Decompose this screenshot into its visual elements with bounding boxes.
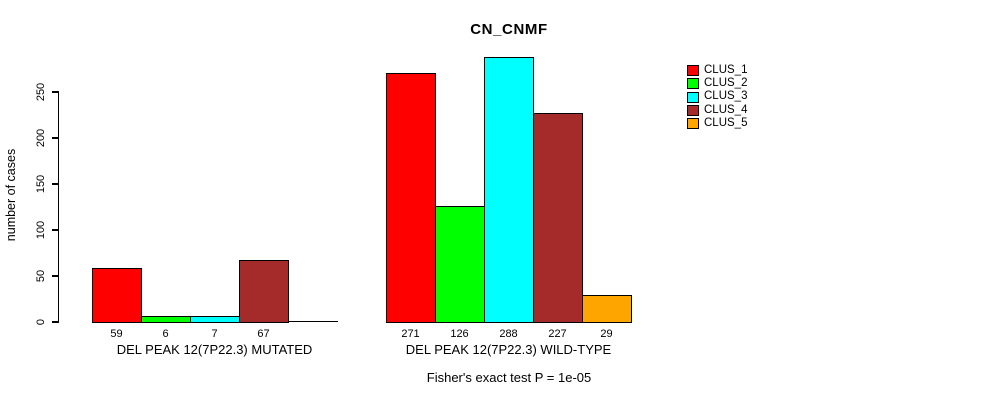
- bar-clus-1-group-1: [92, 267, 142, 323]
- legend: CLUS_1 CLUS_2 CLUS_3 CLUS_4 CLUS_5: [687, 64, 747, 130]
- legend-item: CLUS_2: [687, 77, 747, 90]
- legend-swatch-clus-5: [687, 118, 699, 130]
- x-axis-group-label: DEL PEAK 12(7P22.3) MUTATED: [116, 342, 313, 357]
- chart-title: CN_CNMF: [470, 21, 548, 38]
- y-axis-tick: [52, 229, 59, 231]
- legend-item: CLUS_4: [687, 104, 747, 117]
- bar-value-label: 6: [162, 328, 169, 340]
- y-axis-tick-label: 50: [35, 269, 47, 283]
- y-axis-tick: [52, 137, 59, 139]
- y-axis-line: [58, 91, 60, 323]
- bar-value-label: 271: [401, 328, 420, 340]
- y-axis-tick-label: 250: [35, 82, 47, 102]
- bar-value-label: 288: [499, 328, 518, 340]
- legend-item: CLUS_3: [687, 91, 747, 104]
- y-axis-tick-label: 0: [35, 318, 47, 326]
- bar-clus-3-group-2: [484, 57, 534, 323]
- legend-label: CLUS_1: [704, 63, 748, 76]
- y-axis-tick-label: 150: [35, 174, 47, 194]
- bar-clus-2-group-2: [435, 206, 485, 323]
- x-axis-group-label: DEL PEAK 12(7P22.3) WILD-TYPE: [405, 342, 612, 357]
- y-axis-tick: [52, 91, 59, 93]
- bar-clus-4-group-1: [239, 260, 289, 323]
- legend-item: CLUS_5: [687, 117, 747, 130]
- bar-value-label: 126: [450, 328, 469, 340]
- bar-clus-5-group-2: [582, 295, 632, 323]
- bar-value-label: 59: [110, 328, 123, 340]
- legend-label: CLUS_3: [704, 90, 748, 103]
- legend-swatch-clus-1: [687, 65, 699, 77]
- y-axis-tick-label: 100: [35, 220, 47, 240]
- bar-value-label: 7: [211, 328, 218, 340]
- legend-swatch-clus-2: [687, 78, 699, 90]
- legend-swatch-clus-3: [687, 91, 699, 103]
- y-axis-tick: [52, 321, 59, 323]
- fisher-test-caption: Fisher's exact test P = 1e-05: [426, 370, 592, 385]
- legend-swatch-clus-4: [687, 105, 699, 117]
- bar-clus-2-group-1: [141, 316, 191, 323]
- legend-label: CLUS_5: [704, 117, 748, 130]
- bar-value-label: 67: [257, 328, 270, 340]
- legend-label: CLUS_4: [704, 103, 748, 116]
- bar-value-label: 29: [600, 328, 613, 340]
- bar-clus-3-group-1: [190, 315, 240, 323]
- bar-value-label: 227: [548, 328, 567, 340]
- bar-clus-4-group-2: [533, 113, 583, 323]
- y-axis-tick-label: 200: [35, 128, 47, 148]
- legend-label: CLUS_2: [704, 77, 748, 90]
- y-axis-tick: [52, 183, 59, 185]
- y-axis-label: number of cases: [4, 148, 18, 242]
- legend-item: CLUS_1: [687, 64, 747, 77]
- bar-clus-1-group-2: [386, 72, 436, 323]
- y-axis-tick: [52, 275, 59, 277]
